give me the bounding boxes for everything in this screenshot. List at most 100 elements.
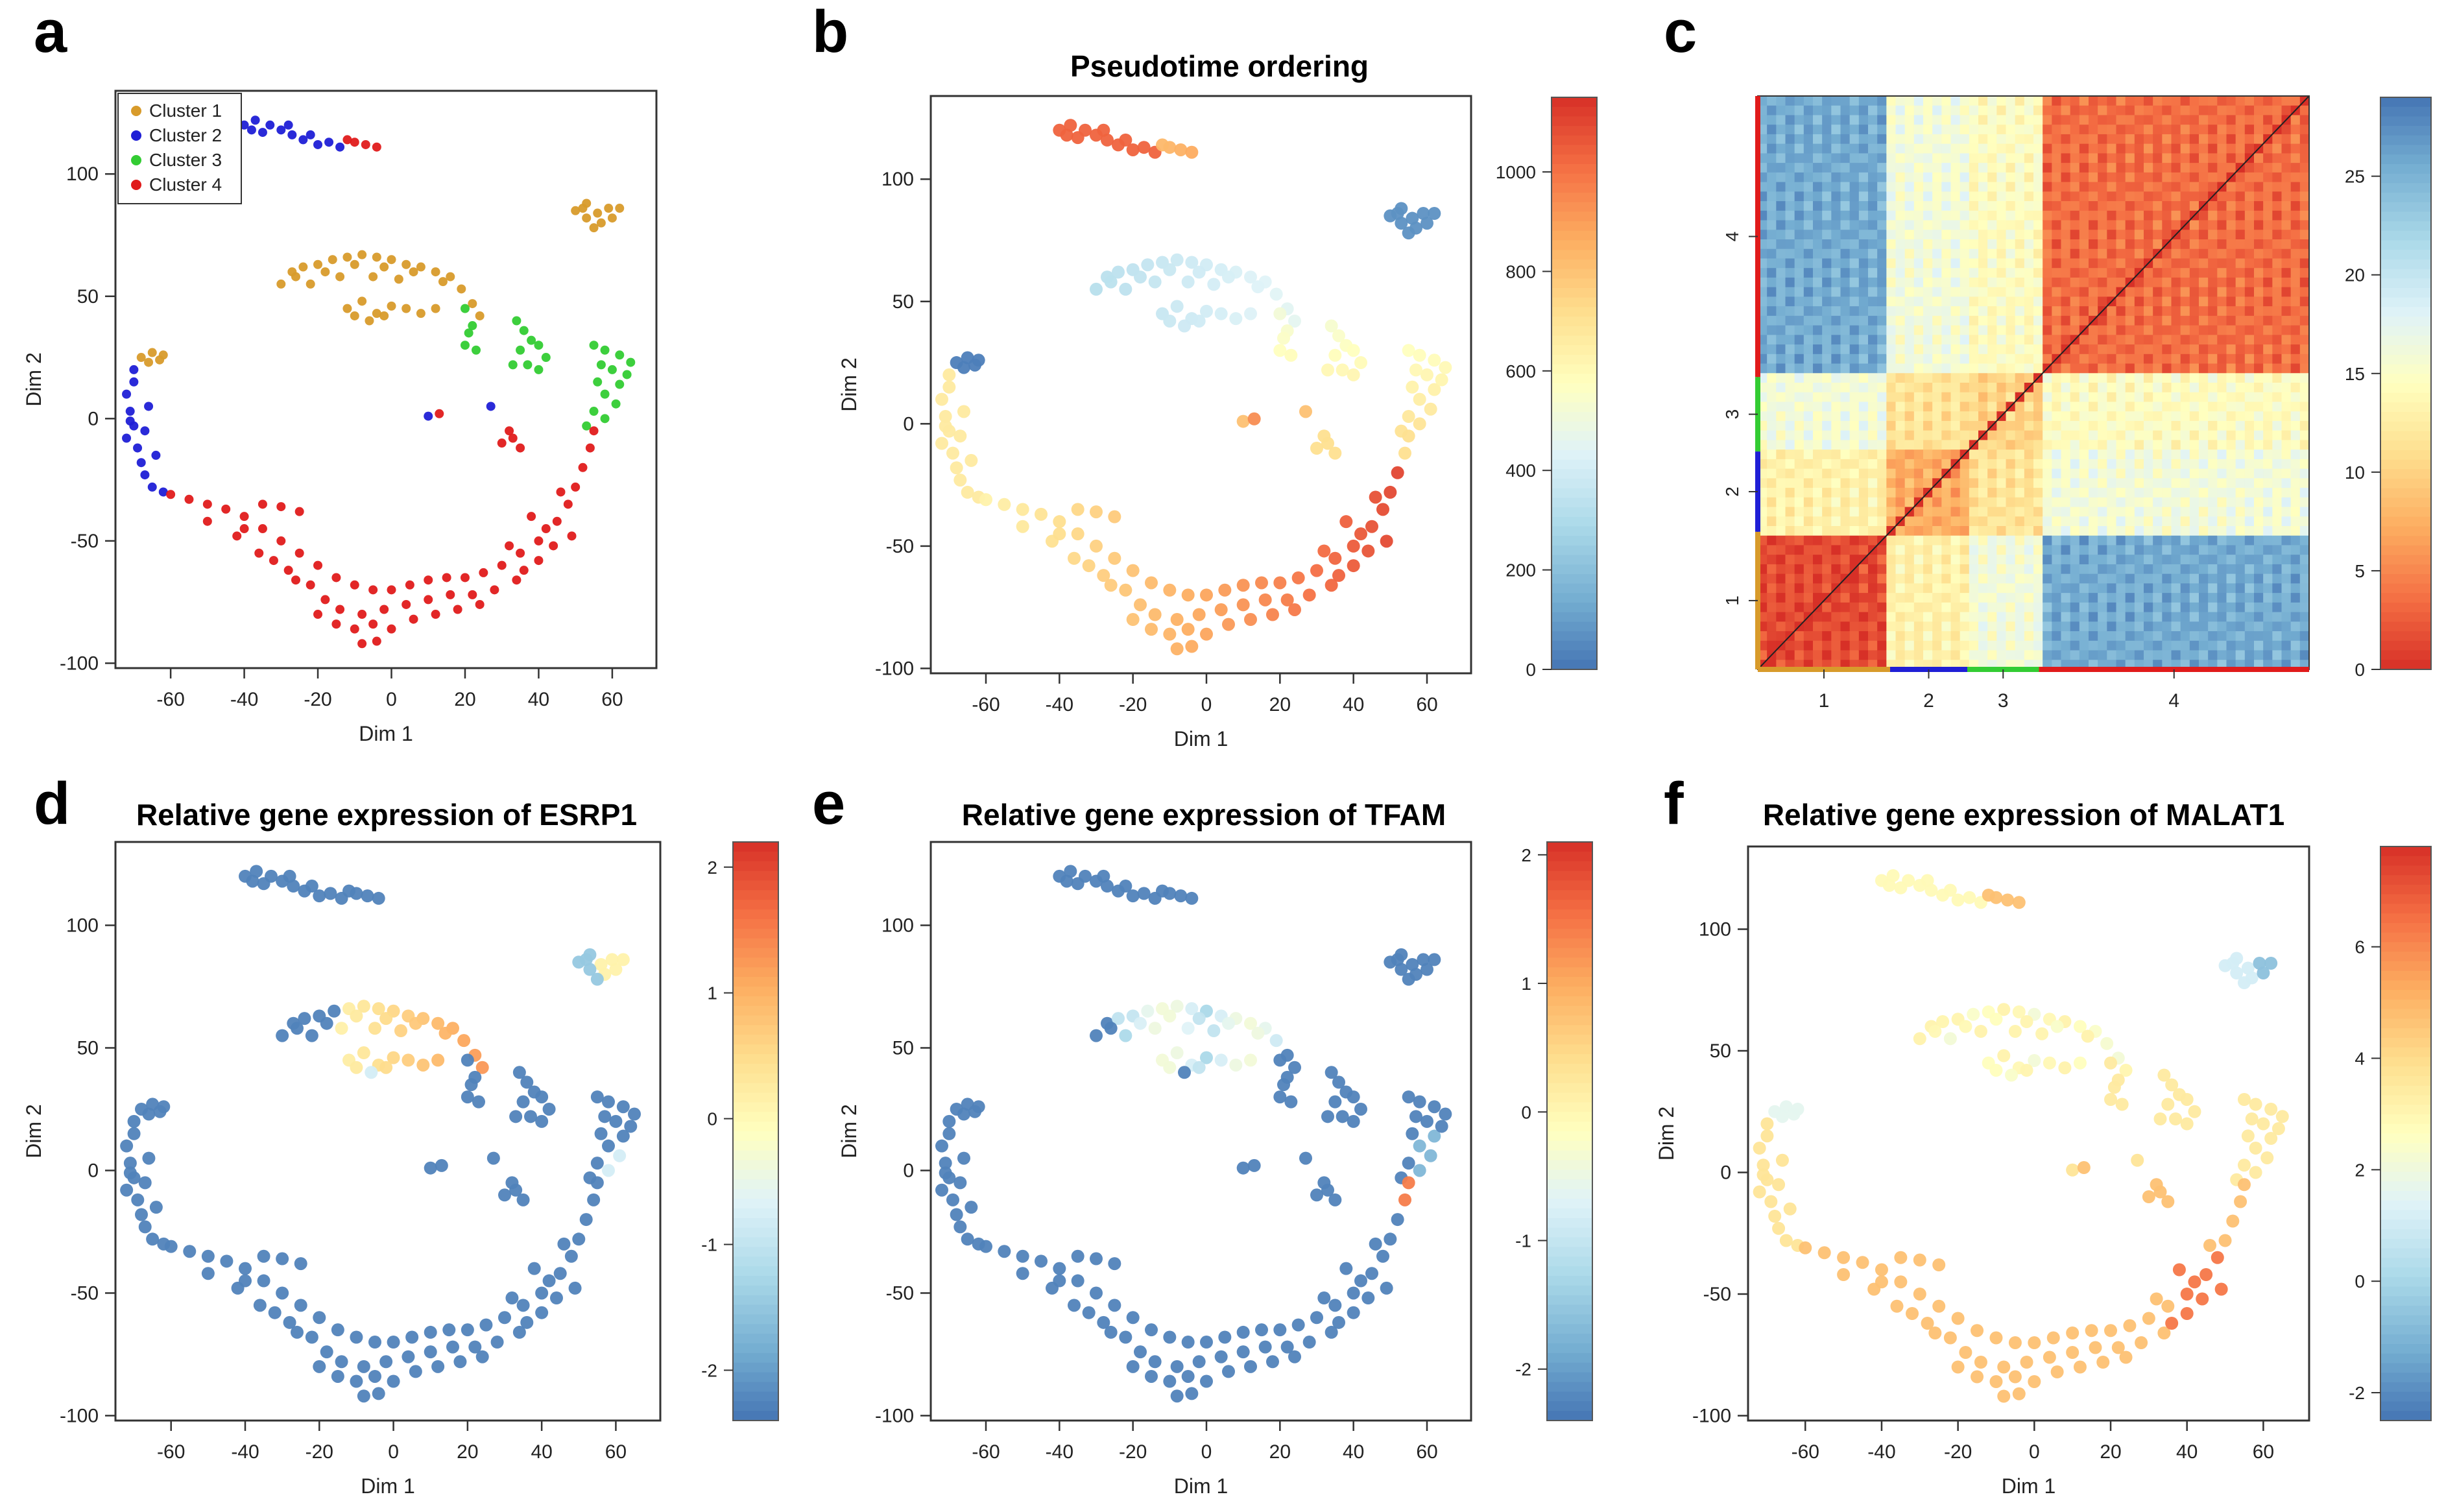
heatmap-cell (2226, 583, 2236, 594)
heatmap-cell (1831, 420, 1841, 431)
heatmap-cell (1895, 220, 1906, 231)
heatmap-cell (1996, 230, 2007, 240)
heatmap-cell (1776, 182, 1786, 193)
heatmap-cell (1813, 573, 1823, 584)
heatmap-cell (2107, 134, 2117, 145)
colorbar-segment (1547, 938, 1592, 949)
heatmap-cell (2098, 373, 2108, 383)
heatmap-cell (1767, 239, 1777, 250)
heatmap-cell (2116, 468, 2126, 479)
heatmap-cell (1904, 420, 1915, 431)
data-point (1324, 1066, 1338, 1079)
heatmap-cell (1960, 248, 1970, 259)
heatmap-cell (1960, 277, 1970, 288)
heatmap-cell (1960, 191, 1970, 202)
data-point (2257, 1117, 2270, 1131)
heatmap-cell (1868, 535, 1878, 546)
heatmap-cell (2272, 507, 2283, 518)
heatmap-cell (1904, 143, 1915, 154)
heatmap-cell (2070, 210, 2080, 221)
heatmap-cell (1960, 125, 1970, 135)
data-point (1060, 128, 1073, 142)
x-tick-label: 2 (1923, 690, 1934, 712)
heatmap-cell (1776, 468, 1786, 479)
heatmap-cell (2116, 650, 2126, 661)
heatmap-cell (2024, 258, 2034, 269)
heatmap-cell (2125, 488, 2135, 498)
heatmap-cell (2162, 258, 2172, 269)
heatmap-cell (1960, 315, 1970, 326)
heatmap-cell (2116, 450, 2126, 460)
heatmap-cell (1913, 593, 1924, 603)
data-point (1170, 253, 1184, 267)
heatmap-cell (2299, 335, 2310, 345)
heatmap-cell (2015, 459, 2025, 470)
data-point (1192, 1061, 1206, 1074)
heatmap-cell (2015, 440, 2025, 450)
data-point (1214, 1350, 1228, 1363)
colorbar-segment (1552, 259, 1597, 270)
heatmap-cell (2153, 420, 2163, 431)
heatmap-cell (2015, 488, 2025, 498)
heatmap-cell (1950, 402, 1961, 412)
heatmap-cell (1950, 201, 1961, 211)
colorbar-segment (1547, 870, 1592, 882)
data-point (1236, 579, 1250, 592)
data-point (2012, 896, 2026, 909)
heatmap-cell (1822, 555, 1832, 565)
heatmap-cell (2299, 440, 2310, 450)
heatmap-cell (2006, 115, 2016, 125)
heatmap-cell (2125, 430, 2135, 441)
heatmap-cell (2244, 621, 2255, 632)
heatmap-cell (1822, 459, 1832, 470)
heatmap-cell (2217, 210, 2227, 221)
colorbar-segment (1552, 193, 1597, 203)
colorbar-tick-label: -1 (1515, 1230, 1531, 1251)
heatmap-cell (1776, 134, 1786, 145)
heatmap-cell (2033, 612, 2043, 623)
heatmap-cell (2226, 258, 2236, 269)
data-point (294, 548, 304, 558)
heatmap-cell (2024, 220, 2034, 231)
heatmap-cell (1941, 296, 1952, 307)
heatmap-cell (2015, 468, 2025, 479)
heatmap-cell (2144, 440, 2153, 450)
heatmap-cell (2015, 478, 2025, 488)
heatmap-cell (1923, 640, 1933, 651)
heatmap-cell (1923, 163, 1933, 173)
data-point (1141, 1004, 1155, 1018)
heatmap-cell (2263, 258, 2273, 269)
heatmap-cell (2116, 344, 2126, 355)
heatmap-cell (2217, 115, 2227, 125)
heatmap-cell (2217, 125, 2227, 135)
data-point (1406, 957, 1419, 971)
heatmap-cell (1803, 220, 1814, 231)
heatmap-cell (1932, 402, 1943, 412)
data-point (372, 636, 381, 646)
heatmap-cell (1849, 163, 1860, 173)
data-point (2226, 1214, 2240, 1228)
heatmap-cell (1813, 344, 1823, 355)
colorbar-segment (1547, 1073, 1592, 1084)
heatmap-cell (2189, 335, 2199, 345)
heatmap-cell (2162, 287, 2172, 298)
heatmap-cell (2162, 277, 2172, 288)
heatmap-cell (2033, 191, 2043, 202)
data-point (1035, 507, 1048, 521)
heatmap-cell (2079, 583, 2089, 594)
heatmap-cell (2098, 621, 2108, 632)
heatmap-cell (2107, 143, 2117, 154)
heatmap-cell (2180, 564, 2190, 575)
heatmap-cell (1822, 516, 1832, 527)
heatmap-cell (1941, 564, 1952, 575)
heatmap-cell (2061, 631, 2071, 642)
heatmap-cell (2199, 631, 2209, 642)
heatmap-cell (2070, 287, 2080, 298)
heatmap-cell (1776, 220, 1786, 231)
data-point (1428, 383, 1441, 396)
heatmap-cell (2162, 363, 2172, 374)
data-point (2008, 1370, 2022, 1384)
data-point (1913, 1288, 1926, 1301)
heatmap-cell (2015, 344, 2025, 355)
